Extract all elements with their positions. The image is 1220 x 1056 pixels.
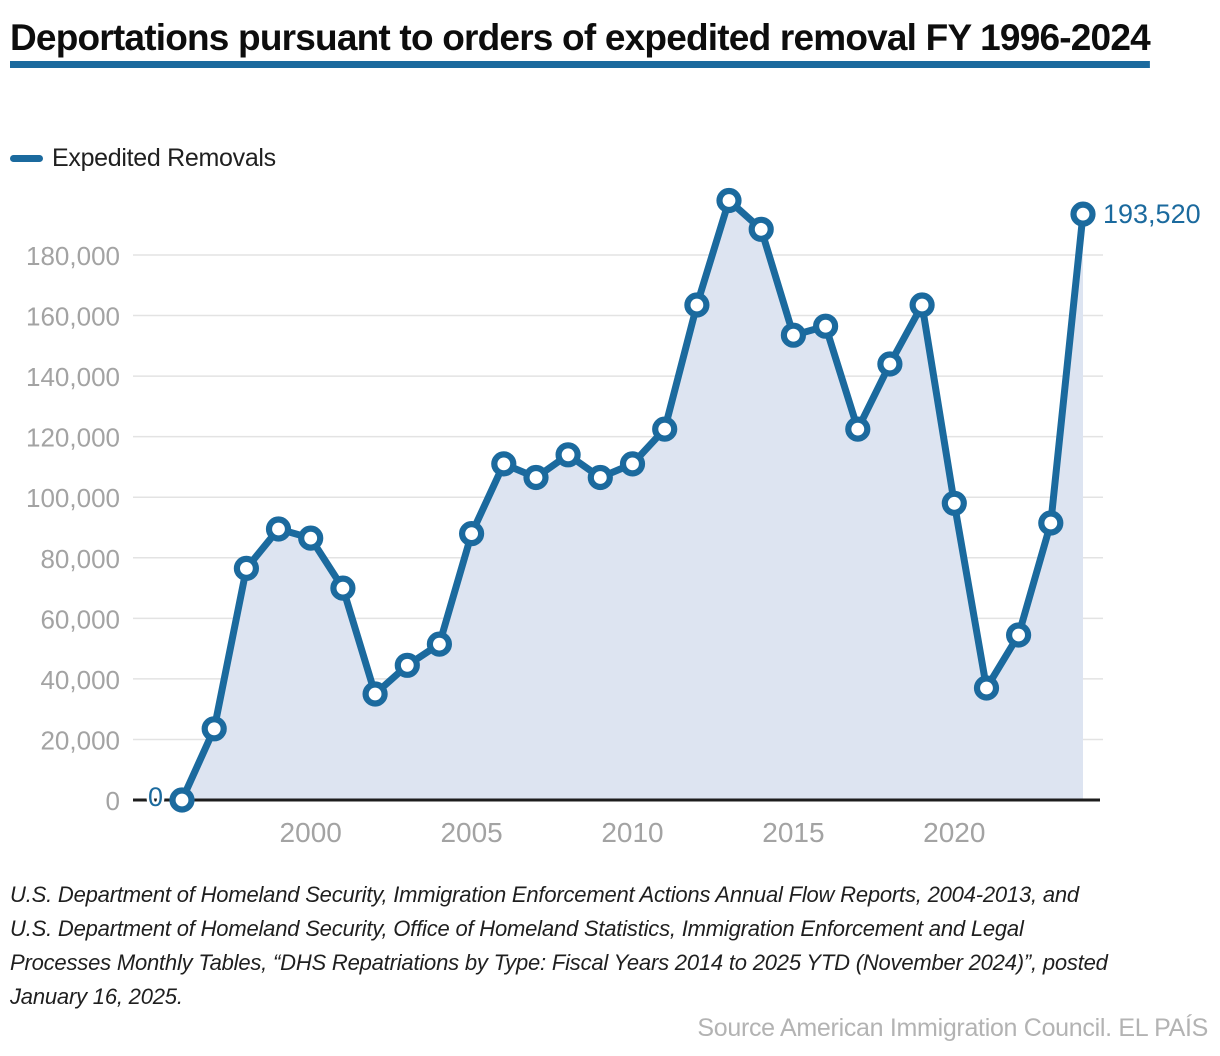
data-point-2000 — [298, 525, 324, 551]
y-axis-label: 180,000 — [26, 241, 120, 271]
first-point-label: 0 — [148, 782, 163, 812]
data-point-2006 — [491, 451, 517, 477]
legend-line-icon — [10, 155, 43, 162]
data-point-2010 — [619, 451, 646, 477]
data-points — [169, 187, 1096, 813]
data-point-2001 — [330, 575, 356, 601]
y-axis-label: 20,000 — [40, 725, 120, 755]
data-point-2024 — [1070, 201, 1096, 227]
data-point-2013 — [716, 187, 742, 214]
legend-label: Expedited Removals — [52, 144, 276, 172]
data-point-1999 — [265, 516, 292, 542]
data-point-2019 — [909, 292, 935, 318]
data-point-1996 — [169, 787, 195, 813]
expedited-removals-line-chart: 0 20,000 40,000 60,000 80,000 100,000 120,000 1… — [26, 187, 1201, 848]
data-point-2014 — [748, 216, 774, 242]
y-axis-label: 40,000 — [40, 665, 120, 695]
y-axis-label: 140,000 — [26, 362, 120, 392]
data-point-2017 — [845, 416, 871, 442]
x-axis-label: 2010 — [601, 817, 663, 848]
data-point-1997 — [201, 716, 227, 742]
y-axis-label: 120,000 — [26, 423, 120, 453]
data-point-2023 — [1038, 510, 1064, 536]
y-axis-label: 60,000 — [40, 604, 120, 634]
data-point-2016 — [812, 313, 839, 339]
legend: Expedited Removals — [10, 144, 276, 173]
source-note: U.S. Department of Homeland Security, Im… — [10, 878, 1210, 1014]
data-point-2005 — [459, 521, 485, 547]
x-axis-label: 2015 — [762, 817, 824, 848]
data-point-2008 — [555, 442, 581, 468]
area-fill — [182, 200, 1083, 800]
y-axis-label: 0 — [106, 786, 120, 816]
last-point-label: 193,520 — [1103, 199, 1201, 229]
data-point-1998 — [233, 555, 259, 581]
data-point-2003 — [394, 652, 420, 678]
x-axis-label: 2005 — [440, 817, 502, 848]
y-axis-labels: 0 20,000 40,000 60,000 80,000 100,000 120,000 1… — [26, 241, 120, 816]
data-point-2002 — [362, 681, 388, 707]
data-point-2009 — [587, 464, 613, 491]
data-point-2004 — [426, 631, 452, 657]
source-credit: Source American Immigration Council. EL … — [697, 1014, 1208, 1042]
source-note-line: U.S. Department of Homeland Security, Of… — [10, 916, 1024, 941]
data-point-2022 — [1005, 622, 1032, 648]
data-point-2007 — [523, 464, 549, 491]
data-point-2015 — [780, 322, 807, 348]
source-note-line: Processes Monthly Tables, “DHS Repatriat… — [10, 950, 1108, 975]
source-note-line: U.S. Department of Homeland Security, Im… — [10, 882, 1079, 907]
page-title: Deportations pursuant to orders of exped… — [10, 17, 1151, 58]
x-axis-label: 2000 — [280, 817, 342, 848]
y-axis-label: 80,000 — [40, 544, 120, 574]
data-point-2011 — [652, 416, 678, 442]
y-axis-label: 160,000 — [26, 302, 120, 332]
chart-area: 0 20,000 40,000 60,000 80,000 100,000 120,000 1… — [0, 180, 1220, 870]
source-note-line: January 16, 2025. — [10, 984, 183, 1009]
data-point-2018 — [877, 351, 903, 377]
y-axis-label: 100,000 — [26, 483, 120, 513]
data-point-2021 — [973, 675, 1000, 701]
data-point-2020 — [941, 490, 967, 516]
x-axis-label: 2020 — [923, 817, 985, 848]
x-axis-labels: 2000 2005 2010 2015 2020 — [280, 817, 986, 848]
data-point-2012 — [684, 292, 710, 318]
